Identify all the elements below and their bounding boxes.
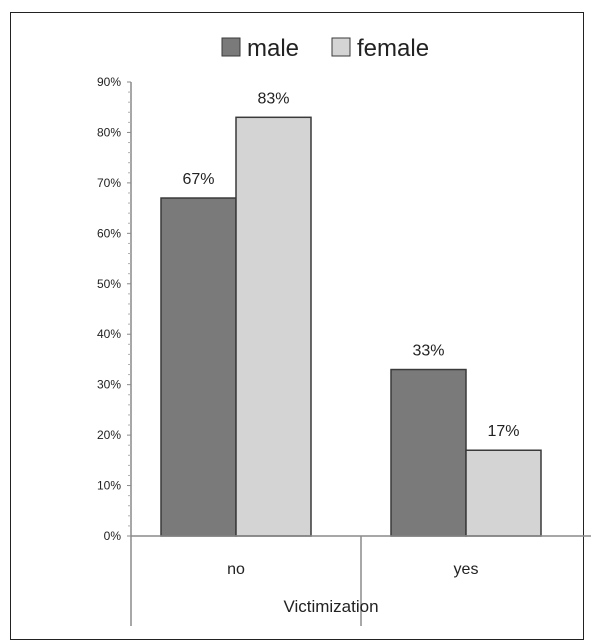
data-label: 17% [487, 423, 519, 440]
data-label: 83% [257, 90, 289, 107]
bar-female-yes [465, 449, 542, 537]
y-tick-label: 0% [104, 529, 122, 543]
y-tick-label: 30% [97, 378, 121, 392]
bars: 67% 83% 33% 17% [160, 90, 542, 537]
legend-label-male: male [247, 35, 299, 62]
y-tick-label: 10% [97, 479, 121, 493]
legend-label-female: female [357, 35, 429, 62]
x-axis-title: Victimization [283, 597, 378, 616]
y-tick-label: 20% [97, 428, 121, 442]
legend: male female [221, 35, 429, 62]
legend-swatch-female [331, 37, 351, 57]
y-tick-label: 60% [97, 226, 121, 240]
bar-male-yes [390, 368, 467, 537]
x-category-label: yes [454, 561, 479, 578]
y-tick-label: 40% [97, 327, 121, 341]
bar-female-no [235, 116, 312, 537]
data-label: 67% [182, 171, 214, 188]
x-axis: no yes [130, 535, 591, 626]
y-tick-label: 70% [97, 176, 121, 190]
x-category-label: no [227, 561, 245, 578]
y-tick-label: 90% [97, 75, 121, 89]
bar-male-no [160, 197, 237, 537]
legend-swatch-male [221, 37, 241, 57]
y-tick-label: 80% [97, 125, 121, 139]
y-tick-label: 50% [97, 277, 121, 291]
y-axis: 0% 10% 20% 30% 40% 50% 60% 70% 80% 90% [97, 75, 132, 543]
data-label: 33% [412, 343, 444, 360]
